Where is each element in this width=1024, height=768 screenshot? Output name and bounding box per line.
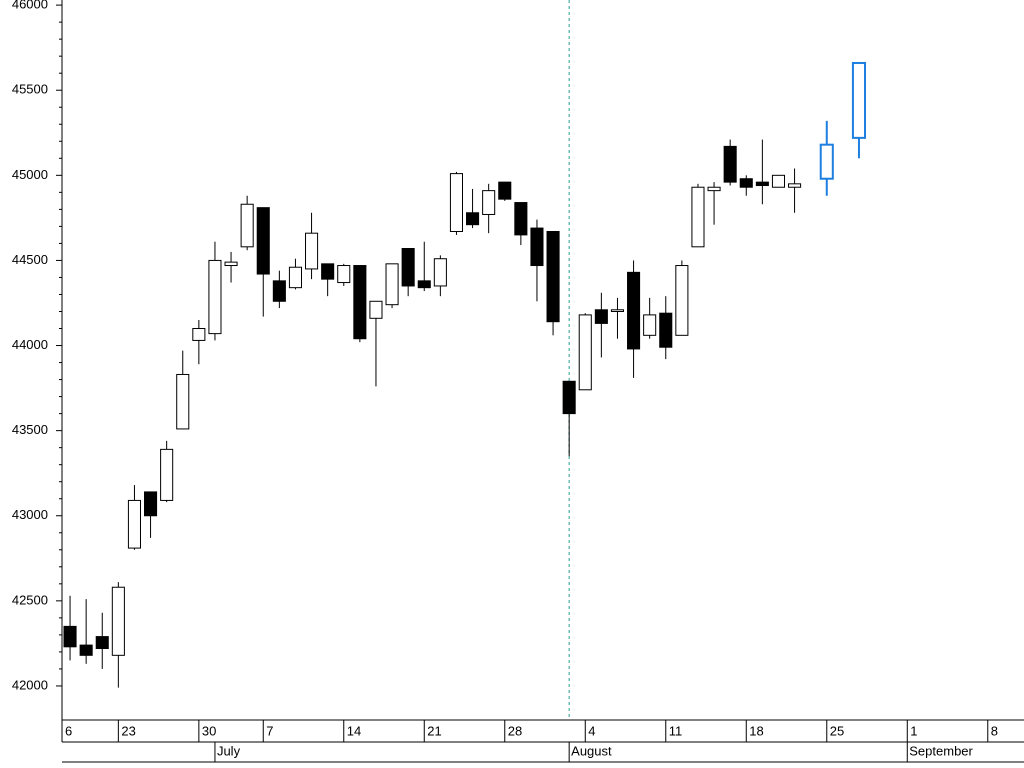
candle-body <box>498 181 512 200</box>
candle-body <box>111 586 125 656</box>
x-tick-label: 7 <box>266 723 273 738</box>
x-tick-label: 23 <box>121 723 135 738</box>
candle-body <box>755 181 769 187</box>
candle-body <box>144 491 158 517</box>
candle-body <box>627 271 641 350</box>
candle-body <box>819 143 834 180</box>
y-tick-label: 43500 <box>12 422 48 437</box>
candle-body <box>675 265 689 336</box>
candle-body <box>321 263 335 280</box>
candle-body <box>788 183 802 188</box>
x-tick-label: 14 <box>347 723 361 738</box>
candle-body <box>385 263 399 306</box>
x-tick-label: 4 <box>588 723 595 738</box>
y-tick-label: 43000 <box>12 507 48 522</box>
candle-body <box>208 259 222 335</box>
x-tick-label: 30 <box>202 723 216 738</box>
candle-body <box>63 625 77 648</box>
candle-body <box>739 178 753 188</box>
month-label: August <box>571 743 612 758</box>
candle-body <box>95 636 109 650</box>
candle-body <box>176 373 190 430</box>
y-tick-label: 45500 <box>12 82 48 97</box>
candle-body <box>466 212 480 226</box>
candle-body <box>643 314 657 336</box>
candle-body <box>353 265 367 340</box>
candle-body <box>771 174 786 188</box>
candle-body <box>482 190 496 215</box>
candle-body <box>240 203 254 248</box>
candle-body <box>723 145 737 183</box>
candle-body <box>305 232 319 270</box>
candle-body <box>851 61 867 139</box>
candle-body <box>337 265 351 284</box>
y-tick-label: 42500 <box>12 592 48 607</box>
candle-body <box>433 258 447 287</box>
candle-body <box>691 186 705 248</box>
candle-body <box>594 309 608 324</box>
x-tick-label: 28 <box>508 723 522 738</box>
x-tick-label: 21 <box>427 723 441 738</box>
x-tick-label: 18 <box>749 723 763 738</box>
month-label: July <box>217 743 241 758</box>
candle-body <box>562 380 576 415</box>
candle-body <box>160 448 174 501</box>
y-tick-label: 42000 <box>12 677 48 692</box>
x-tick-label: 25 <box>830 723 844 738</box>
candle-body <box>417 280 431 289</box>
candle-body <box>127 499 141 549</box>
candle-body <box>707 186 721 192</box>
candle-body <box>659 312 673 348</box>
candle-body <box>578 314 592 391</box>
x-tick-label: 8 <box>991 723 998 738</box>
candle-body <box>449 173 463 232</box>
candle-body <box>401 248 415 287</box>
y-tick-label: 46000 <box>12 0 48 12</box>
candle-body <box>79 644 93 656</box>
candle-body <box>530 227 544 267</box>
candle-body <box>288 266 302 289</box>
candle-body <box>610 309 625 312</box>
month-label: September <box>909 743 973 758</box>
candle-body <box>192 328 206 341</box>
y-tick-label: 44500 <box>12 252 48 267</box>
candle-body <box>546 230 560 323</box>
candle-body <box>256 207 270 275</box>
candle-body <box>224 261 238 267</box>
x-tick-label: 6 <box>65 723 72 738</box>
candle-body <box>272 280 286 302</box>
candle-body <box>514 202 528 236</box>
candle-body <box>369 300 383 319</box>
y-tick-label: 44000 <box>12 337 48 352</box>
x-tick-label: 11 <box>669 723 683 738</box>
y-tick-label: 45000 <box>12 167 48 182</box>
x-tick-label: 1 <box>910 723 917 738</box>
